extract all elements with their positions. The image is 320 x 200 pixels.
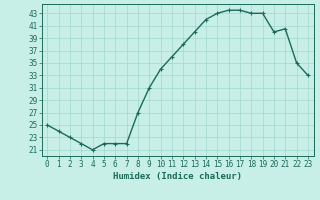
X-axis label: Humidex (Indice chaleur): Humidex (Indice chaleur): [113, 172, 242, 181]
